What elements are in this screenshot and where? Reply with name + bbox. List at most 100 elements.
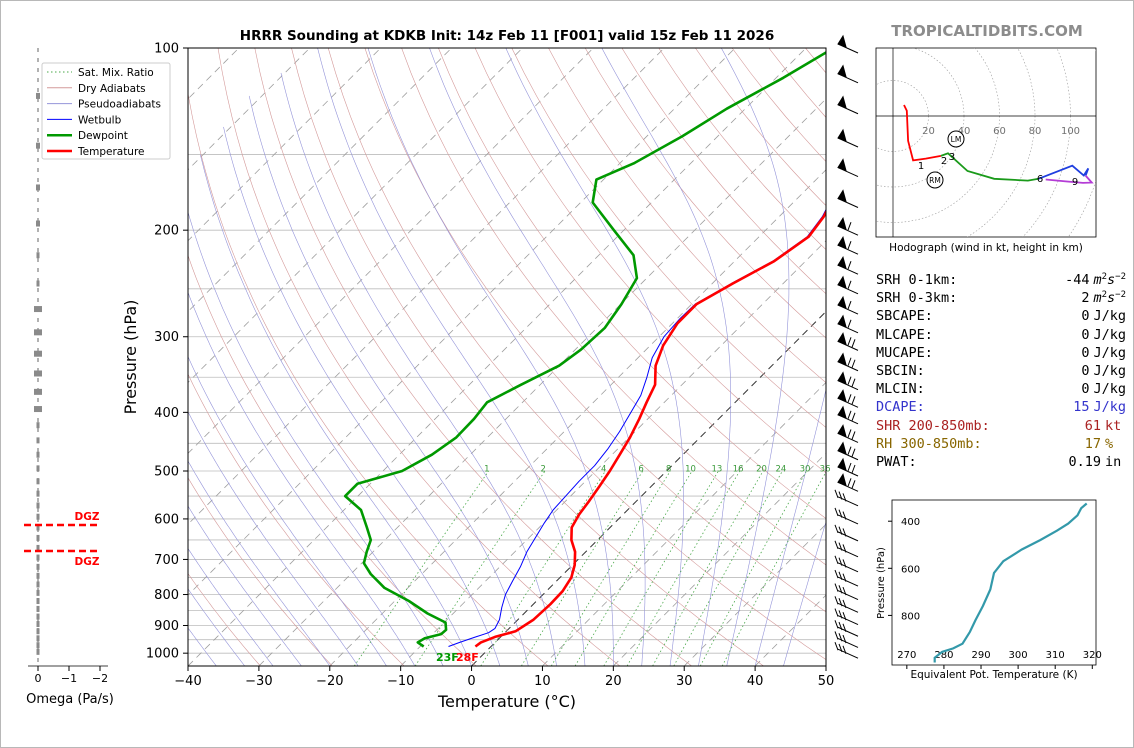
barb-feather xyxy=(842,544,847,553)
index-value: 15 xyxy=(1073,399,1090,416)
barb-feather xyxy=(847,357,852,366)
barb-feather xyxy=(842,634,847,644)
wind-barb xyxy=(837,34,859,54)
omega-bar xyxy=(36,648,40,655)
moist-adiabat xyxy=(188,588,245,666)
mixing-ratio-line xyxy=(574,470,693,666)
wind-barb xyxy=(837,405,859,425)
wind-barb xyxy=(834,489,859,507)
barb-feather xyxy=(838,610,843,619)
barb-feather xyxy=(834,489,839,498)
mixing-ratio-line xyxy=(721,471,826,666)
barb-feather xyxy=(847,300,852,310)
index-value: 0 xyxy=(1081,362,1090,379)
mixing-ratio-label: 24 xyxy=(776,465,787,475)
theta-e-x-tick-label: 300 xyxy=(1009,650,1028,661)
omega-bar xyxy=(36,598,40,605)
x-tick-label: 30 xyxy=(676,674,693,689)
barb-feather xyxy=(851,378,856,387)
mixing-ratio-label: 13 xyxy=(711,465,722,475)
dry-adiabat xyxy=(327,48,826,660)
wind-barb xyxy=(837,332,859,351)
omega-bar xyxy=(36,544,40,551)
y-tick-label: 600 xyxy=(154,512,179,527)
sounding-indices: SRH 0-1km: -44 m2s−2 SRH 0-3km: 2 m2s−2 SBCAPE… xyxy=(876,271,1126,471)
moist-adiabat xyxy=(188,627,217,666)
mixing-ratio-label: 30 xyxy=(800,465,811,475)
x-tick-label: −20 xyxy=(316,674,343,689)
x-axis-label: Temperature (°C) xyxy=(437,692,576,711)
x-tick-label: 10 xyxy=(534,674,551,689)
mixing-ratio-labels: 1 2 4 6 8 10 13 16 20 24 30 36 xyxy=(484,465,830,475)
index-value: 0 xyxy=(1081,326,1090,343)
storm-motion-label: LM xyxy=(951,135,962,144)
x-tick-label: −30 xyxy=(245,674,272,689)
barb-feather xyxy=(842,586,847,596)
barb-feather xyxy=(847,429,852,438)
index-key: RH 300-850mb: xyxy=(876,435,982,452)
hodograph-body: 20 40 60 80 100 1 2 3 6 9 LM RM xyxy=(876,48,1096,237)
omega-bar xyxy=(36,280,40,287)
barb-feather xyxy=(847,319,852,329)
moist-adiabat xyxy=(200,154,472,666)
barb-feather xyxy=(847,446,852,455)
index-row: SHR 200-850mb: 61 kt xyxy=(876,417,1126,435)
hodograph-ring-label: 100 xyxy=(1061,126,1080,137)
omega-panel: 0 −1 −2 Omega (Pa/s) DGZ DGZ xyxy=(24,48,114,707)
barb-feather xyxy=(838,597,843,607)
dry-adiabat xyxy=(188,254,477,666)
dry-adiabat xyxy=(291,48,764,666)
wind-barb xyxy=(837,275,859,295)
hodograph-height-label: 9 xyxy=(1072,177,1078,188)
barb-flag xyxy=(837,189,847,203)
omega-bar xyxy=(34,350,42,357)
index-value: 0 xyxy=(1081,344,1090,361)
y-tick-label: 500 xyxy=(154,465,179,480)
moist-adiabat xyxy=(429,48,646,666)
hodograph-panel: 20 40 60 80 100 1 2 3 6 9 LM RM xyxy=(875,47,1097,238)
wind-barb xyxy=(837,189,859,208)
omega-bar xyxy=(34,370,42,377)
theta-e-x-tick-label: 320 xyxy=(1083,650,1102,661)
wind-barb xyxy=(834,569,859,587)
dry-adiabat xyxy=(548,48,826,384)
y-tick-label: 700 xyxy=(154,553,179,568)
chart-title: HRRR Sounding at KDKB Init: 14z Feb 11 [… xyxy=(240,28,774,44)
hodograph-caption: Hodograph (wind in kt, height in km) xyxy=(889,242,1083,254)
index-key: SHR 200-850mb: xyxy=(876,417,990,434)
barb-flag xyxy=(837,216,847,230)
hodograph-height-label: 2 xyxy=(941,156,947,167)
barb-feather xyxy=(834,631,839,640)
dry-adiabat xyxy=(364,48,826,613)
omega-bar xyxy=(36,422,40,429)
moist-adiabat xyxy=(317,48,586,666)
mixing-ratio-line xyxy=(414,470,546,666)
barb-feather xyxy=(842,612,847,621)
barb-feather xyxy=(847,376,852,385)
index-key: PWAT: xyxy=(876,453,917,470)
hodograph-trace xyxy=(1045,175,1094,184)
profile-dewpoint xyxy=(343,50,826,648)
wind-barb xyxy=(837,424,859,443)
skewt-profiles xyxy=(343,50,826,648)
barb-feather xyxy=(834,540,839,549)
index-unit: m2s−2 xyxy=(1093,290,1126,307)
mixing-ratio-label: 4 xyxy=(601,465,606,475)
wind-barb xyxy=(837,441,859,461)
dry-adiabat xyxy=(188,573,261,666)
omega-bar xyxy=(36,524,40,531)
barb-feather xyxy=(847,222,852,231)
dgz-label: DGZ xyxy=(75,556,100,568)
index-row: MLCIN: 0 J/kg xyxy=(876,380,1126,398)
barb-feather xyxy=(838,526,843,535)
mixing-ratio-line xyxy=(521,470,644,666)
mixing-ratio-label: 6 xyxy=(638,465,643,475)
hodograph-height-label: 3 xyxy=(949,152,955,163)
barb-feather xyxy=(834,569,839,579)
mixing-ratio-label: 10 xyxy=(685,465,696,475)
index-row: SBCAPE: 0 J/kg xyxy=(876,307,1126,325)
barb-feather xyxy=(842,573,847,582)
barb-feather xyxy=(847,394,852,403)
barb-flag xyxy=(837,389,847,403)
omega-bar xyxy=(34,388,42,395)
